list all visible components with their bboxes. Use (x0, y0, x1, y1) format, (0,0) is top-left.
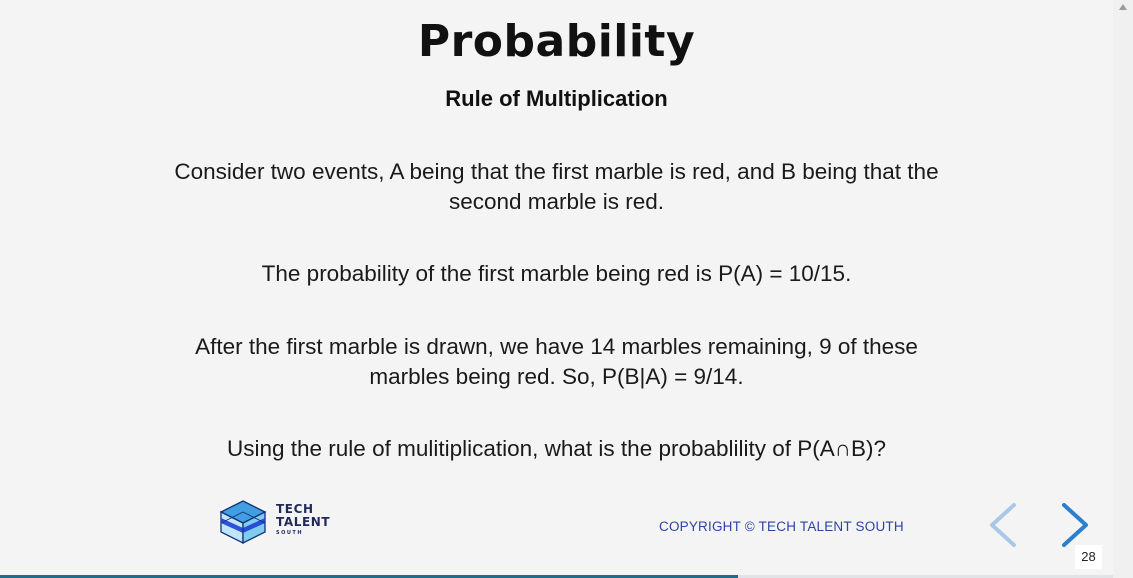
copyright-text: COPYRIGHT © TECH TALENT SOUTH (659, 519, 904, 534)
next-slide-button[interactable] (1054, 500, 1094, 550)
chevron-left-icon (990, 503, 1016, 547)
paragraph-prob-a: The probability of the first marble bein… (261, 261, 852, 286)
chevron-right-icon (1062, 503, 1088, 547)
logo-line-tech: TECH (276, 502, 314, 516)
cube-logo-icon (219, 500, 267, 545)
slide-title: Probability (417, 16, 696, 67)
vertical-scrollbar[interactable] (1113, 0, 1133, 578)
logo-line-south: SOUTH (276, 530, 304, 536)
slide-subtitle: Rule of Multiplication (445, 86, 668, 111)
previous-slide-button[interactable] (984, 500, 1024, 550)
scroll-up-arrow-icon[interactable] (1119, 4, 1127, 10)
paragraph-events: Consider two events, A being that the fi… (174, 159, 939, 214)
progress-bar (0, 575, 1113, 578)
slide-number: 28 (1075, 545, 1102, 569)
paragraph-prob-b-given-a: After the first marble is drawn, we have… (195, 334, 918, 389)
logo-line-talent: TALENT (276, 515, 331, 529)
progress-bar-fill (0, 575, 738, 578)
paragraph-question: Using the rule of mulitiplication, what … (227, 436, 886, 461)
tech-talent-south-logo: TECH TALENT SOUTH (219, 499, 330, 545)
logo-wordmark: TECH TALENT SOUTH (276, 503, 330, 537)
